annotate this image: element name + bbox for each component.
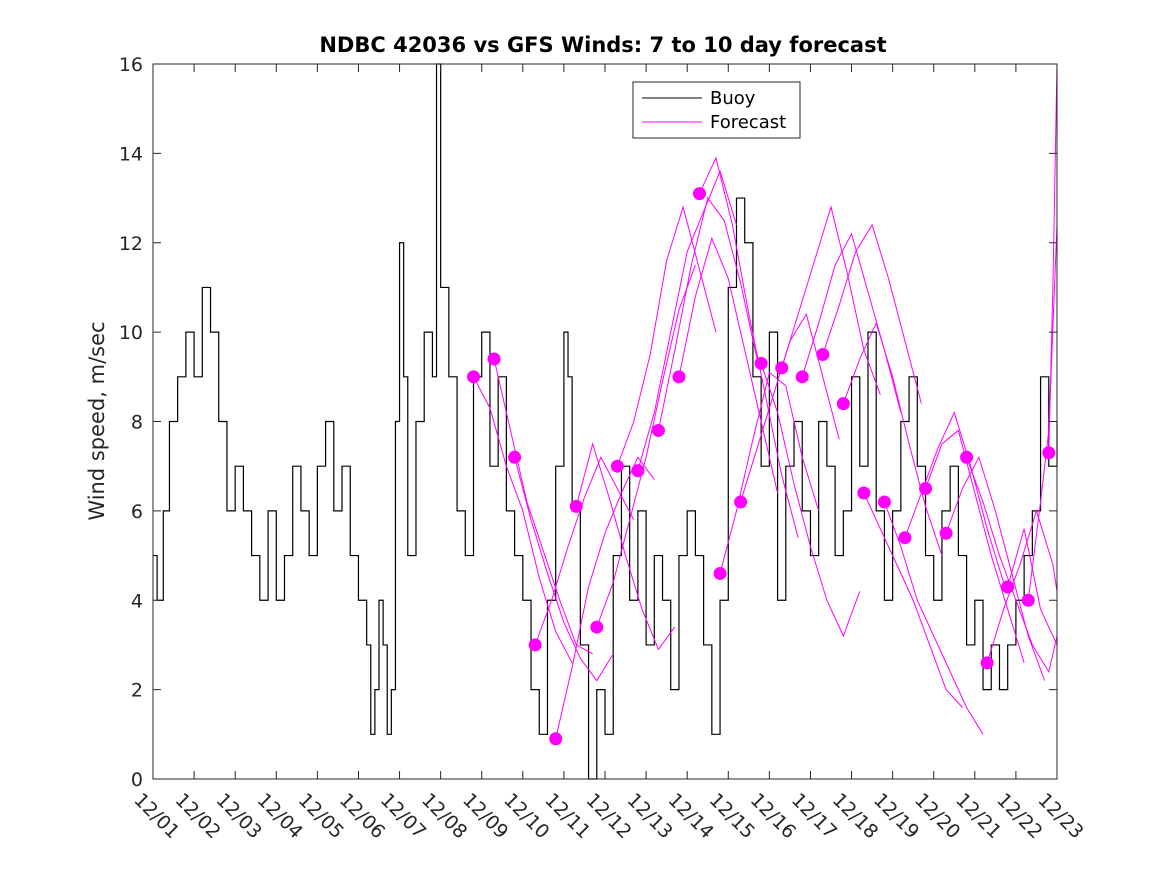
- x-tick-label: 12/19: [869, 789, 923, 843]
- forecast-start-point-19: [857, 486, 871, 500]
- forecast-start-point-2: [508, 450, 522, 464]
- x-tick-label: 12/23: [1033, 789, 1087, 843]
- x-tick-label: 12/18: [828, 789, 882, 843]
- forecast-line-6: [596, 264, 696, 628]
- forecast-line-17: [822, 223, 922, 404]
- forecast-line-2: [514, 457, 614, 682]
- y-tick-label: 2: [131, 680, 143, 702]
- x-tick-label: 12/05: [294, 789, 348, 843]
- forecast-start-point-28: [1042, 446, 1056, 460]
- legend: Buoy Forecast: [632, 81, 801, 139]
- legend-forecast-label: Forecast: [710, 112, 786, 133]
- forecast-line-0: [473, 376, 573, 664]
- y-tick-label: 6: [131, 501, 143, 523]
- y-tick-label: 12: [119, 233, 143, 255]
- forecast-line-14: [760, 363, 861, 638]
- y-tick-label: 10: [119, 322, 143, 344]
- forecast-line-27: [1027, 224, 1058, 601]
- forecast-start-point-1: [487, 352, 501, 366]
- x-tick-label: 12/02: [171, 789, 225, 843]
- forecast-line-24: [966, 457, 1058, 674]
- x-tick-label: 12/09: [458, 789, 512, 843]
- forecast-start-point-21: [898, 531, 912, 545]
- x-tick-label: 12/15: [705, 789, 759, 843]
- x-tick-label: 12/20: [910, 789, 964, 843]
- buoy-series-line: [153, 63, 1058, 780]
- y-tick-label: 14: [119, 143, 143, 165]
- forecast-start-point-17: [816, 347, 830, 361]
- forecast-line-8: [637, 169, 737, 471]
- forecast-start-point-27: [1021, 593, 1035, 607]
- chart-title: NDBC 42036 vs GFS Winds: 7 to 10 day for…: [319, 33, 886, 57]
- y-tick-label: 0: [131, 769, 143, 791]
- x-tick-label: 12/13: [623, 789, 677, 843]
- forecast-start-point-16: [795, 370, 809, 384]
- legend-box: [632, 81, 801, 139]
- forecast-start-point-6: [590, 620, 604, 634]
- y-tick-label: 4: [131, 590, 143, 612]
- forecast-start-point-8: [631, 464, 645, 478]
- forecast-line-22: [925, 429, 1025, 663]
- forecast-line-4: [555, 456, 655, 739]
- forecast-start-point-11: [693, 187, 707, 201]
- x-tick-label: 12/04: [253, 789, 307, 843]
- forecast-line-28: [1048, 63, 1058, 453]
- x-tick-label: 12/16: [746, 789, 800, 843]
- x-tick-label: 12/21: [951, 789, 1005, 843]
- forecast-start-point-23: [939, 526, 953, 540]
- forecast-start-point-13: [734, 495, 748, 509]
- forecast-line-11: [699, 156, 799, 538]
- forecast-start-point-9: [651, 423, 665, 437]
- forecast-start-point-20: [877, 495, 891, 509]
- x-tick-label: 12/08: [417, 789, 471, 843]
- x-tick-label: 12/22: [992, 789, 1046, 843]
- x-tick-label: 12/10: [499, 789, 553, 843]
- forecast-line-21: [904, 411, 1005, 583]
- x-tick-label: 12/03: [212, 789, 266, 843]
- forecast-line-3: [534, 456, 635, 646]
- x-tick-label: 12/17: [787, 789, 841, 843]
- plot-area: [153, 63, 1058, 780]
- y-axis-label: Wind speed, m/sec: [85, 321, 109, 520]
- forecast-start-point-7: [610, 459, 624, 473]
- x-tick-label: 12/14: [664, 789, 718, 843]
- forecast-line-23: [945, 455, 1046, 681]
- x-tick-label: 12/01: [129, 789, 183, 843]
- y-tick-label: 8: [131, 412, 143, 434]
- forecast-start-point-26: [1001, 580, 1015, 594]
- forecast-start-point-22: [919, 482, 933, 496]
- y-tick-label: 16: [119, 54, 143, 76]
- legend-buoy-label: Buoy: [710, 88, 756, 109]
- forecast-start-point-10: [672, 370, 686, 384]
- forecast-line-20: [883, 501, 984, 735]
- x-tick-label: 12/06: [335, 789, 389, 843]
- axes-box: [152, 63, 1058, 780]
- forecast-start-point-14: [754, 356, 768, 370]
- forecast-start-point-4: [549, 732, 563, 746]
- forecast-start-point-5: [569, 499, 583, 513]
- forecast-start-point-18: [836, 397, 850, 411]
- forecast-start-point-12: [713, 566, 727, 580]
- forecast-line-10: [678, 236, 779, 494]
- forecast-start-point-3: [528, 638, 542, 652]
- forecast-line-19: [863, 492, 963, 708]
- forecast-line-9: [657, 196, 758, 431]
- forecast-start-point-24: [960, 450, 974, 464]
- forecast-line-18: [842, 321, 943, 556]
- x-tick-label: 12/07: [376, 789, 430, 843]
- forecast-line-25: [986, 509, 1058, 663]
- forecast-line-5: [575, 442, 676, 651]
- forecast-start-point-25: [980, 656, 994, 670]
- forecast-start-point-15: [775, 361, 789, 375]
- axes: 024681012141612/0112/0212/0312/0412/0512…: [119, 54, 1088, 843]
- forecast-start-point-0: [467, 370, 481, 384]
- x-tick-label: 12/12: [581, 789, 635, 843]
- forecast-line-7: [616, 205, 717, 467]
- forecast-line-12: [719, 371, 820, 574]
- x-tick-label: 12/11: [540, 789, 594, 843]
